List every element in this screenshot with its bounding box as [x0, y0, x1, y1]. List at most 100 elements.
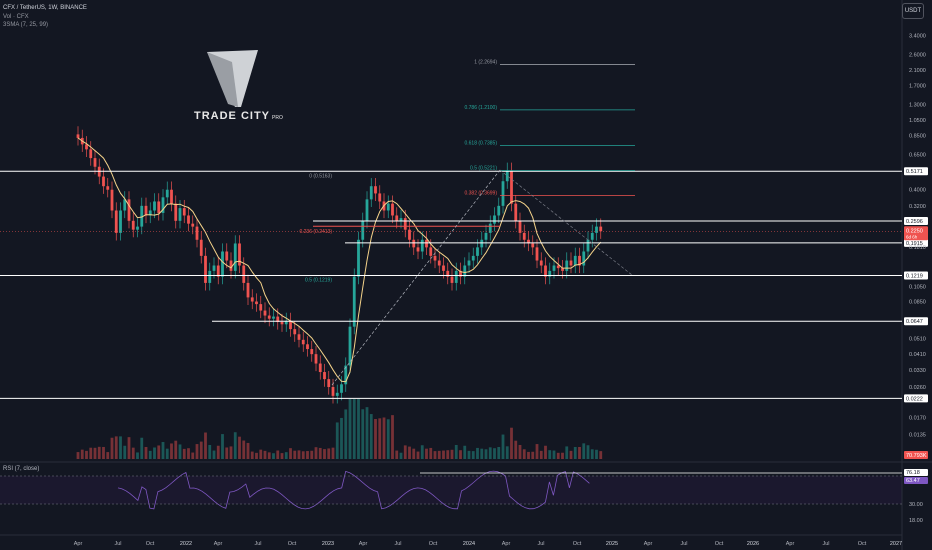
volume-bar — [348, 399, 352, 459]
candle-body — [544, 265, 547, 277]
volume-bar — [408, 446, 411, 459]
candle-body — [280, 322, 284, 325]
candle-body — [510, 170, 513, 204]
candle-body — [263, 310, 267, 316]
volume-bar — [522, 449, 526, 459]
volume-bar — [238, 436, 241, 459]
volume-bar — [340, 417, 343, 459]
candle-body — [595, 226, 598, 233]
candle-body — [403, 218, 407, 230]
volume-title[interactable]: Vol · CFX — [3, 14, 29, 20]
countdown-label: 6d 6h — [906, 234, 918, 239]
logo-text: TRADE CITY — [194, 110, 270, 122]
volume-bar — [586, 445, 590, 459]
volume-bar — [233, 432, 237, 459]
y-tick-label: 0.4000 — [909, 188, 926, 194]
volume-bar — [97, 446, 101, 459]
volume-bar — [357, 399, 360, 459]
candle-body — [565, 260, 569, 271]
candle-body — [378, 193, 382, 202]
candle-body — [140, 205, 144, 227]
volume-bar — [352, 399, 356, 459]
candle-body — [459, 270, 462, 277]
volume-bar — [374, 418, 377, 459]
candle-body — [314, 354, 318, 364]
x-tick-label: Oct — [573, 541, 582, 547]
y-tick-label: 0.1810 — [909, 245, 926, 251]
volume-bar — [310, 450, 314, 459]
logo-icon-shade — [207, 52, 238, 107]
candle-body — [310, 349, 314, 355]
volume-bar — [157, 445, 161, 459]
volume-bar — [123, 445, 127, 459]
volume-bar — [187, 448, 190, 459]
candle-body — [522, 232, 526, 240]
volume-bar — [89, 447, 93, 459]
volume-bar — [561, 452, 564, 459]
candle-body — [233, 243, 237, 271]
currency-button[interactable]: USDT — [902, 3, 924, 19]
fib-label: 0.236 (0.2413) — [299, 229, 332, 235]
y-tick-label: 0.6500 — [909, 153, 926, 159]
rsi-tick-30: 30.00 — [909, 502, 923, 508]
sma-title[interactable]: 3SMA (7, 25, 99) — [3, 22, 49, 28]
logo: TRADE CITY PRO — [194, 110, 283, 122]
candle-body — [110, 189, 114, 211]
candle-body — [284, 320, 288, 325]
candle-body — [569, 260, 573, 266]
symbol-title[interactable]: CFX / TetherUS, 1W, BINANCE — [3, 5, 87, 11]
candle-body — [369, 186, 373, 200]
volume-bar — [369, 414, 373, 459]
volume-bar — [433, 451, 437, 459]
volume-bar — [327, 448, 331, 459]
volume-bar — [174, 440, 178, 459]
x-tick-label: 2024 — [463, 541, 475, 547]
rsi-tag-upper — [904, 469, 928, 476]
volume-bar — [429, 447, 433, 459]
rsi-title[interactable]: RSI (7, close) — [3, 466, 40, 472]
candle-body — [148, 210, 152, 216]
y-tick-label: 2.1000 — [909, 68, 926, 74]
candle-body — [76, 134, 80, 138]
candle-body — [484, 232, 488, 240]
volume-bar — [110, 437, 114, 459]
y-tick-label: 1.7000 — [909, 83, 926, 89]
y-tick-label: 0.1050 — [909, 284, 926, 290]
candle-body — [114, 210, 118, 233]
volume-bar — [569, 450, 573, 459]
candle-body — [340, 384, 343, 393]
x-tick-label: Oct — [146, 541, 155, 547]
volume-bar — [493, 448, 496, 459]
volume-bar — [76, 452, 80, 459]
candle-body — [505, 170, 509, 182]
candle-body — [493, 215, 496, 224]
candle-body — [357, 239, 360, 277]
candle-body — [467, 260, 471, 266]
candle-body — [293, 329, 297, 335]
candle-body — [425, 239, 428, 248]
current-price-tag — [904, 226, 928, 241]
candle-body — [106, 186, 110, 190]
volume-bar — [216, 445, 220, 459]
y-tick-label: 0.0410 — [909, 352, 926, 358]
x-tick-label: Apr — [74, 541, 83, 547]
x-tick-label: Apr — [786, 541, 795, 547]
y-tick-label: 1.3000 — [909, 103, 926, 109]
candle-body — [119, 210, 122, 233]
candle-body — [497, 205, 501, 216]
volume-bar — [314, 447, 318, 459]
candle-body — [267, 315, 271, 319]
volume-bar — [425, 448, 428, 459]
volume-bar — [416, 451, 420, 459]
volume-bar — [199, 441, 203, 459]
current-price-label: 0.2250 — [906, 228, 923, 234]
volume-bar — [514, 440, 518, 459]
volume-bar — [454, 444, 458, 459]
logo-pro: PRO — [272, 115, 283, 121]
volume-bar — [102, 446, 105, 459]
price-level-label: 0.0647 — [906, 319, 923, 325]
volume-bar — [518, 444, 522, 459]
candle-body — [399, 218, 403, 221]
y-tick-label: 0.0850 — [909, 300, 926, 306]
volume-bar — [467, 450, 471, 459]
